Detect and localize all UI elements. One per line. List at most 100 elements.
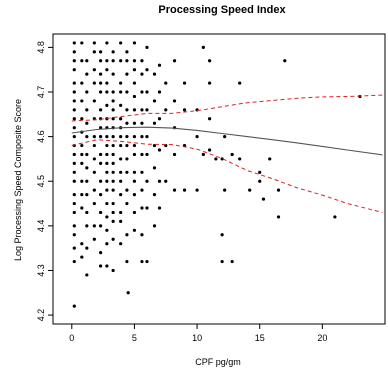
data-point — [152, 193, 157, 197]
y-tick-label: 4.3 — [36, 264, 46, 277]
data-point — [333, 215, 337, 219]
data-point — [125, 188, 129, 192]
data-point — [92, 50, 96, 54]
data-point — [220, 233, 224, 237]
data-point — [119, 219, 123, 223]
x-tick-label: 20 — [317, 333, 327, 343]
data-point — [111, 99, 115, 103]
data-point — [119, 59, 123, 63]
data-point — [132, 193, 137, 197]
data-point — [72, 201, 76, 206]
data-point — [92, 157, 96, 161]
data-point — [99, 135, 103, 139]
plot-frame — [52, 33, 386, 325]
data-point — [145, 108, 149, 112]
data-point — [125, 170, 129, 174]
data-point — [85, 152, 89, 157]
data-point — [85, 246, 89, 250]
data-point — [125, 233, 129, 237]
data-point — [99, 251, 103, 255]
data-point — [261, 197, 266, 201]
data-point — [85, 72, 89, 76]
data-point — [125, 157, 129, 161]
data-point — [80, 152, 84, 157]
data-point — [140, 72, 144, 76]
data-point — [111, 179, 115, 183]
data-point — [140, 59, 144, 63]
data-point — [238, 81, 242, 85]
data-point — [140, 259, 144, 264]
data-point — [126, 291, 130, 295]
data-point — [99, 224, 103, 228]
data-point — [230, 259, 234, 264]
data-point — [132, 41, 137, 45]
data-point — [105, 152, 109, 157]
data-point — [214, 157, 218, 161]
data-point — [85, 273, 89, 277]
data-point — [164, 179, 168, 183]
data-point — [105, 135, 109, 139]
data-point — [238, 157, 242, 161]
data-point — [80, 242, 84, 246]
data-point — [85, 59, 89, 63]
data-point — [125, 108, 129, 112]
data-point — [223, 135, 227, 139]
data-point — [230, 152, 234, 157]
data-point — [157, 117, 162, 121]
data-point — [111, 59, 115, 63]
data-point — [182, 108, 187, 112]
data-point — [132, 135, 137, 139]
data-point — [125, 72, 129, 76]
data-point — [111, 170, 115, 174]
data-point — [276, 215, 281, 219]
data-point — [72, 99, 76, 103]
data-point — [157, 148, 162, 152]
data-point — [80, 143, 84, 148]
data-point — [92, 68, 96, 72]
data-point — [105, 188, 109, 192]
data-point — [111, 50, 115, 54]
data-point — [85, 224, 89, 228]
data-point — [72, 246, 76, 250]
data-point — [220, 157, 224, 161]
data-point — [111, 72, 115, 76]
data-point — [157, 63, 162, 67]
data-point — [132, 228, 137, 232]
data-point — [145, 259, 149, 264]
data-point — [105, 201, 109, 206]
data-point — [119, 135, 123, 139]
data-point — [92, 237, 96, 241]
data-point — [85, 166, 89, 170]
data-point — [111, 90, 115, 94]
data-point — [99, 50, 103, 54]
data-point — [111, 161, 115, 165]
data-point — [105, 90, 109, 94]
data-point — [195, 188, 199, 192]
data-point — [99, 90, 103, 94]
data-point — [85, 90, 89, 94]
data-point — [111, 268, 115, 273]
data-point — [140, 206, 144, 210]
data-point — [125, 59, 129, 63]
data-point — [119, 193, 123, 197]
data-point — [125, 135, 129, 139]
data-point — [140, 108, 144, 112]
data-point — [208, 59, 212, 63]
data-point — [72, 41, 76, 45]
data-point — [208, 148, 212, 152]
y-axis-label: Log Processing Speed Composite Score — [13, 99, 23, 261]
data-point — [72, 81, 76, 85]
data-point — [99, 264, 103, 268]
y-tick-label: 4.7 — [36, 86, 46, 99]
data-point — [132, 94, 137, 99]
data-point — [111, 143, 115, 148]
data-point — [80, 206, 84, 210]
data-point — [132, 170, 137, 174]
data-point — [105, 228, 109, 232]
data-point — [105, 41, 109, 45]
data-point — [72, 59, 76, 63]
data-point — [119, 117, 123, 121]
data-point — [276, 188, 281, 192]
data-point — [72, 304, 76, 308]
data-point — [145, 68, 149, 72]
